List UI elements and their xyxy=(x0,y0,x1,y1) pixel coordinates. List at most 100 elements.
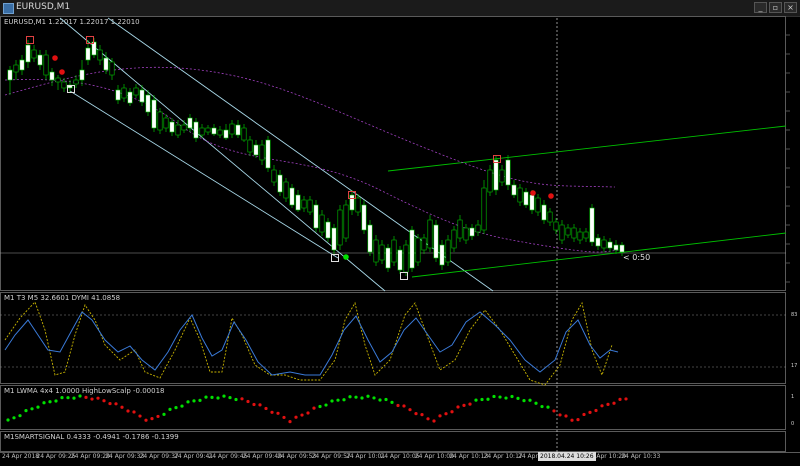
scalp-dot xyxy=(228,395,232,400)
scalp-dot xyxy=(90,397,94,401)
scalp-dot xyxy=(276,411,280,415)
scalp-dot xyxy=(174,406,178,410)
candle-body xyxy=(199,127,205,136)
scalp-dot xyxy=(564,414,568,418)
scalp-dot xyxy=(126,409,130,413)
candle-body xyxy=(559,224,565,241)
scalp-dot xyxy=(420,413,424,417)
candle-body xyxy=(73,79,79,85)
candle-body xyxy=(613,244,619,251)
scalp-dot xyxy=(330,399,334,403)
scalp-dot xyxy=(246,399,250,404)
scalp-dot xyxy=(156,414,160,419)
signal-dot xyxy=(530,190,536,196)
scalp-dot xyxy=(102,399,106,403)
scalp-dot xyxy=(396,403,400,408)
fractal-marker xyxy=(26,36,34,44)
candle-body xyxy=(79,69,85,81)
time-tick: 24 Apr 09:29 xyxy=(70,453,110,460)
candle-body xyxy=(193,121,199,139)
scalp-dot xyxy=(510,394,514,399)
scalp-dot xyxy=(180,404,184,408)
candle-body xyxy=(541,204,547,221)
scalp-dot xyxy=(60,396,64,400)
time-tick: 24 Apr 09:57 xyxy=(311,453,351,460)
scalp-dot xyxy=(528,398,532,402)
candle-body xyxy=(121,87,127,99)
rsi-line xyxy=(4,311,619,376)
restore-button[interactable]: ▫ xyxy=(769,2,782,13)
candle-body xyxy=(61,81,67,89)
candle-body xyxy=(553,221,559,231)
scalp-dot xyxy=(582,412,586,417)
scalp-dot xyxy=(444,412,448,416)
candle-body xyxy=(37,54,43,66)
close-button[interactable]: × xyxy=(784,2,797,13)
candle-body xyxy=(307,199,313,213)
scalp-dot xyxy=(66,396,70,400)
scalp-dot xyxy=(408,408,412,412)
scalp-dot xyxy=(186,400,190,404)
scalp-dot xyxy=(624,397,628,401)
scalp-dot xyxy=(12,416,16,420)
scalp-dot xyxy=(618,397,622,401)
smart-signal-pane[interactable] xyxy=(0,431,786,452)
candle-body xyxy=(187,117,193,129)
minimize-button[interactable]: _ xyxy=(754,2,767,13)
candle-body xyxy=(337,209,343,246)
scalp-dot xyxy=(438,414,442,418)
osc-level-high: 83 xyxy=(791,312,798,318)
candle-body xyxy=(169,121,175,133)
envelope-upper xyxy=(4,66,616,188)
candle-body xyxy=(439,244,445,266)
scalp-dot xyxy=(204,395,208,399)
time-tick: 24 Apr 10:33 xyxy=(621,453,661,460)
candle-body xyxy=(427,219,433,249)
chart-window-icon xyxy=(3,3,14,14)
scalp-dot xyxy=(270,410,274,414)
candle-body xyxy=(241,127,247,141)
oscillator-pane[interactable] xyxy=(0,292,786,384)
time-tick: 24 Apr 09:25 xyxy=(36,453,76,460)
time-tick: 24 Apr 09:53 xyxy=(277,453,317,460)
fractal-marker xyxy=(86,36,94,44)
scalp-dots-pane[interactable] xyxy=(0,385,786,430)
candle-body xyxy=(571,227,577,239)
candle-body xyxy=(145,94,151,113)
scalp-dot xyxy=(462,403,466,407)
scalp-dot xyxy=(606,402,610,406)
scalp-dot xyxy=(42,401,46,405)
candle-body xyxy=(43,54,49,76)
main-price-pane[interactable] xyxy=(0,16,786,291)
candle-body xyxy=(421,237,427,251)
scalp-dot xyxy=(492,394,496,399)
scalp-dot xyxy=(96,396,100,400)
scalp-dot xyxy=(600,404,604,408)
scalp-dot xyxy=(150,416,154,421)
fractal-marker xyxy=(400,272,408,280)
candle-body xyxy=(331,227,337,251)
scalp-dot xyxy=(342,398,346,402)
candle-body xyxy=(457,219,463,239)
candle-body xyxy=(271,169,277,183)
candle-body xyxy=(493,159,499,191)
candle-body xyxy=(529,194,535,211)
candle-body xyxy=(7,69,13,81)
candle-body xyxy=(205,127,211,133)
time-tick: 24 Apr 2018 xyxy=(2,453,40,460)
candle-body xyxy=(355,197,361,213)
candle-body xyxy=(607,241,613,249)
candle-body xyxy=(259,144,265,161)
candle-body xyxy=(391,239,397,263)
bar-countdown: < 0:50 xyxy=(623,253,651,262)
time-tick: 24 Apr 09:41 xyxy=(174,453,214,460)
candle-body xyxy=(415,237,421,263)
candle-body xyxy=(97,49,103,61)
scalp-dot xyxy=(234,397,238,402)
scalp-dot xyxy=(6,418,10,422)
candle-body xyxy=(385,247,391,269)
crosshair-time-label: 2018.04.24 10:26 xyxy=(538,452,596,461)
candle-body xyxy=(289,187,295,206)
scalp-dot xyxy=(306,411,310,415)
candle-body xyxy=(619,244,625,253)
